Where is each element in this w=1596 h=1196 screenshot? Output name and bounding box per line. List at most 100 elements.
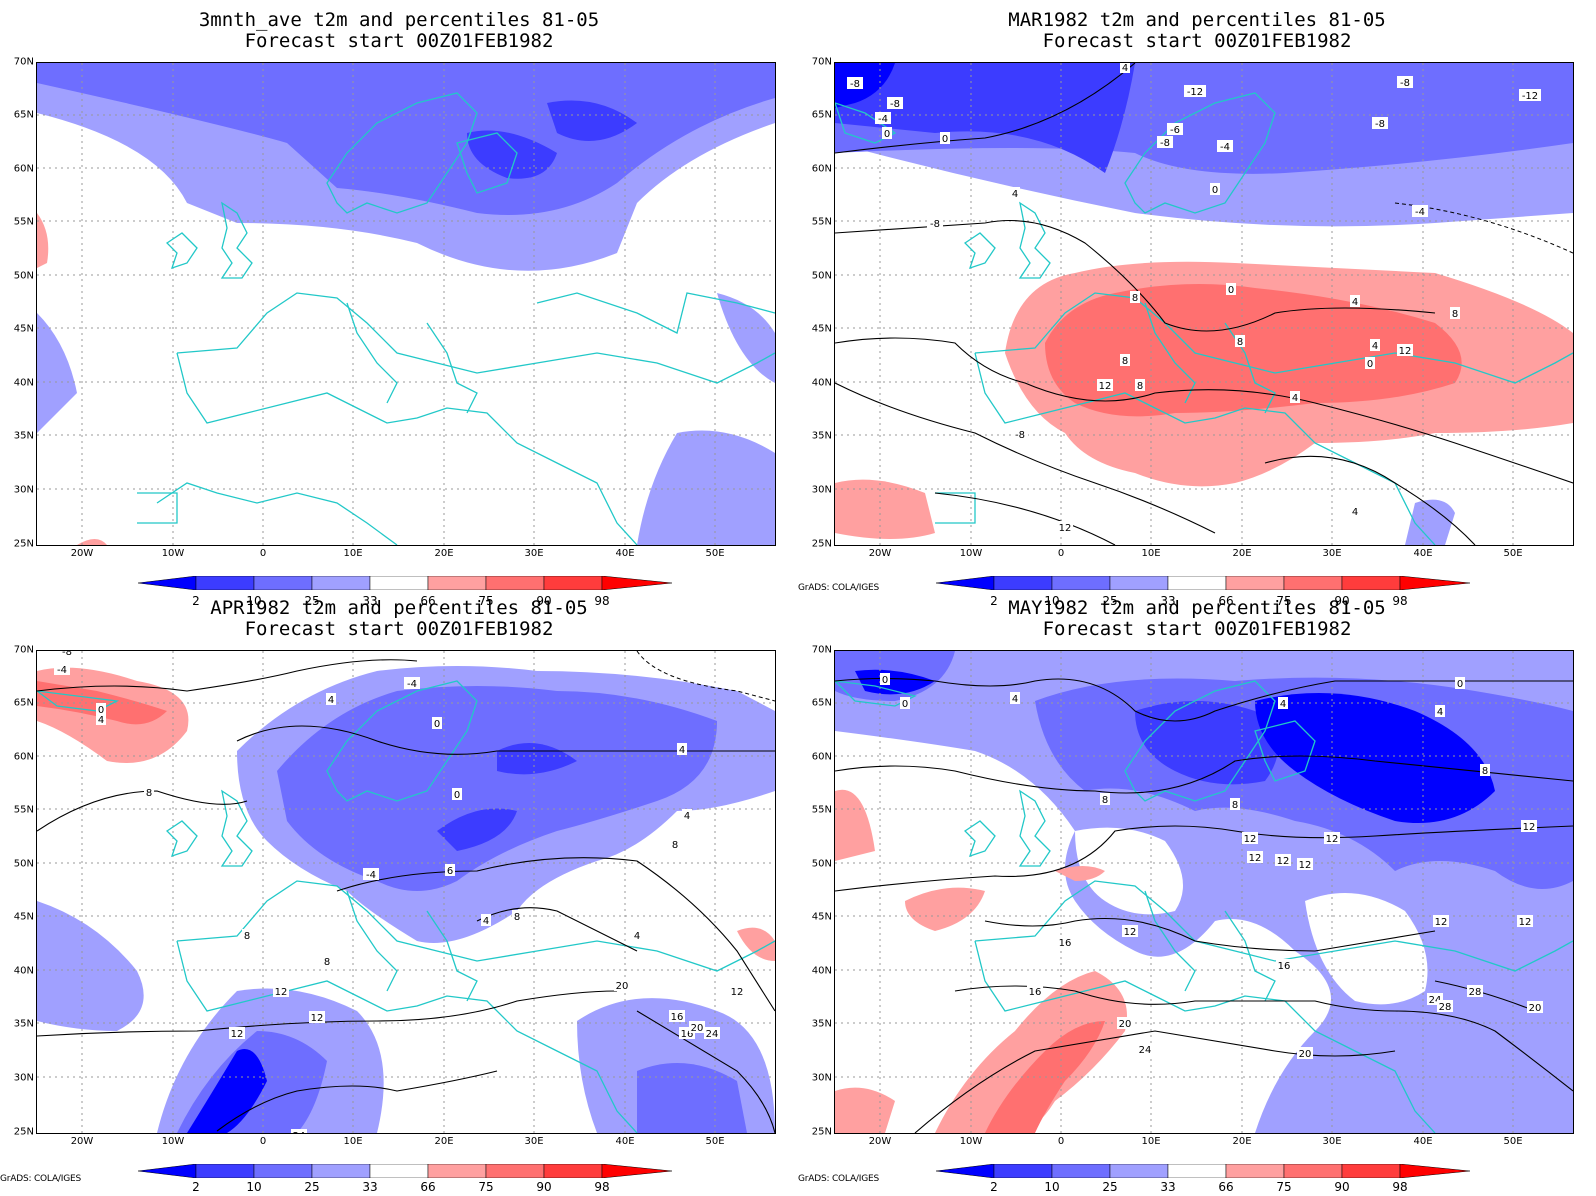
- contour-label: 8: [1100, 793, 1110, 806]
- map-frame: 0044048881212121212121612121620242420242…: [834, 650, 1574, 1134]
- lon-label: 40E: [615, 1136, 635, 1147]
- svg-text:12: 12: [731, 987, 744, 998]
- contour-label: 0: [900, 697, 910, 710]
- svg-text:16: 16: [681, 1029, 694, 1040]
- colorbar-label: 2: [192, 1180, 200, 1194]
- map-svg: -8-4044-404084-4846888124161212121620202…: [37, 651, 775, 1133]
- lon-label: 0: [1057, 1136, 1065, 1147]
- contour-label: 12: [1324, 832, 1340, 845]
- contour-label: 12: [1242, 832, 1258, 845]
- svg-text:24: 24: [706, 1029, 719, 1040]
- contour-label: 16: [1027, 985, 1043, 998]
- svg-text:4: 4: [1280, 699, 1286, 710]
- grads-credit: GrADS: COLA/IGES: [798, 1174, 879, 1184]
- contour-label: -8: [1372, 117, 1388, 130]
- colorbar-label: 75: [478, 1180, 494, 1194]
- contour-label: 20: [614, 979, 630, 992]
- svg-text:12: 12: [1519, 917, 1532, 928]
- contour-label: 8: [512, 910, 522, 923]
- contour-label: -4: [875, 112, 891, 125]
- contour-label: 12: [1297, 858, 1313, 871]
- svg-text:0: 0: [98, 705, 104, 716]
- grads-credit: GrADS: COLA/IGES: [0, 1174, 81, 1184]
- contour-label: 4: [1435, 705, 1445, 718]
- colorbar-label: 2: [990, 594, 998, 608]
- lat-label: 55N: [13, 216, 34, 228]
- lon-label: 10W: [161, 548, 185, 559]
- contour-label: 24: [291, 1129, 307, 1133]
- svg-text:-8: -8: [1160, 138, 1170, 149]
- map-frame: [36, 62, 776, 546]
- svg-text:8: 8: [1102, 795, 1108, 806]
- svg-text:12: 12: [1244, 834, 1257, 845]
- contour-label: 12: [309, 1011, 325, 1024]
- colorbar-label: 66: [420, 594, 436, 608]
- map-panel-1: 3mnth_ave t2m and percentiles 81-05 Fore…: [0, 0, 798, 608]
- svg-text:4: 4: [1292, 393, 1298, 404]
- lat-label: 65N: [811, 697, 832, 709]
- svg-text:16: 16: [1029, 987, 1042, 998]
- svg-text:8: 8: [1122, 356, 1128, 367]
- lat-label: 65N: [13, 697, 34, 709]
- svg-text:16: 16: [1059, 938, 1072, 949]
- svg-text:-6: -6: [1170, 125, 1180, 136]
- lat-label: 55N: [13, 804, 34, 816]
- colorbar-label: 98: [594, 1180, 610, 1194]
- contour-label: 8: [1120, 354, 1130, 367]
- lon-label: 40E: [615, 548, 635, 559]
- lat-label: 30N: [13, 484, 34, 496]
- panel-title-line2: Forecast start 00Z01FEB1982: [244, 30, 554, 52]
- svg-text:-12: -12: [1522, 91, 1538, 102]
- lon-label: 20E: [1232, 1136, 1252, 1147]
- colorbar-label: 25: [304, 1180, 320, 1194]
- contour-label: -8: [1012, 428, 1028, 441]
- lon-label: 50E: [705, 548, 725, 559]
- svg-text:8: 8: [1137, 381, 1143, 392]
- contour-label: -6: [1167, 123, 1183, 136]
- lat-label: 40N: [13, 965, 34, 977]
- contour-label: 4: [1010, 692, 1020, 705]
- contour-label: 28: [1467, 985, 1483, 998]
- contour-label: -4: [363, 868, 379, 881]
- svg-text:20: 20: [1299, 1049, 1312, 1060]
- lon-label: 20E: [434, 548, 454, 559]
- svg-text:4: 4: [1012, 189, 1018, 200]
- colorbar-label: 10: [1044, 1180, 1060, 1194]
- lon-label: 30E: [524, 548, 544, 559]
- lat-label: 25N: [13, 538, 34, 550]
- lon-label: 20W: [70, 548, 94, 559]
- colorbar-label: 10: [246, 594, 262, 608]
- colorbar-label: 2: [990, 1180, 998, 1194]
- colorbar-label: 98: [1392, 1180, 1408, 1194]
- svg-text:-4: -4: [878, 114, 888, 125]
- colorbar-label: 25: [1102, 1180, 1118, 1194]
- svg-text:12: 12: [275, 987, 288, 998]
- contour-label: 20: [1297, 1047, 1313, 1060]
- colorbar-label: 66: [1218, 1180, 1234, 1194]
- lon-label: 20E: [434, 1136, 454, 1147]
- contour-label: 12: [1517, 915, 1533, 928]
- svg-text:4: 4: [1437, 707, 1443, 718]
- colorbar-label: 75: [1276, 594, 1292, 608]
- contour-label: 20: [1117, 1017, 1133, 1030]
- contour-label: -4: [1217, 140, 1233, 153]
- svg-text:24: 24: [293, 1131, 306, 1133]
- colorbar: [138, 576, 672, 590]
- svg-text:4: 4: [634, 931, 640, 942]
- contour-label: 4: [1350, 295, 1360, 308]
- svg-text:24: 24: [1429, 995, 1442, 1006]
- svg-text:12: 12: [231, 1029, 244, 1040]
- contour-label: 8: [1235, 335, 1245, 348]
- lat-label: 55N: [811, 804, 832, 816]
- lon-label: 30E: [524, 1136, 544, 1147]
- lat-label: 30N: [811, 1072, 832, 1084]
- svg-text:4: 4: [328, 695, 334, 706]
- contour-label: 12: [1122, 925, 1138, 938]
- svg-text:4: 4: [1372, 341, 1378, 352]
- lon-label: 20E: [1232, 548, 1252, 559]
- lon-label: 10E: [1141, 1136, 1161, 1147]
- svg-text:-4: -4: [1220, 142, 1230, 153]
- colorbar: [936, 1164, 1470, 1178]
- svg-text:20: 20: [1529, 1003, 1542, 1014]
- contour-label: 0: [1210, 183, 1220, 196]
